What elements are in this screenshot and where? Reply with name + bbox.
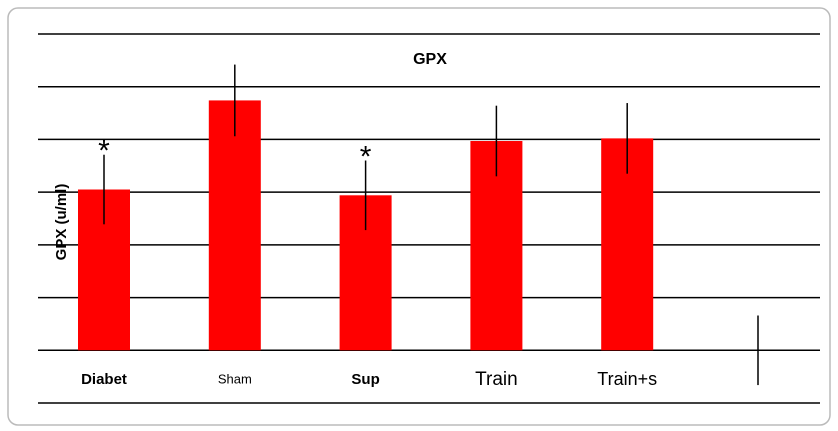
- x-tick-label: Sham: [218, 371, 252, 386]
- bar: [208, 100, 261, 351]
- x-tick-label: Train: [475, 369, 518, 390]
- chart-title: GPX: [413, 51, 447, 68]
- x-tick-label: Sup: [351, 371, 379, 388]
- y-axis-label: GPX (u/ml): [53, 184, 70, 261]
- annotation: *: [98, 135, 110, 168]
- frame: [7, 7, 831, 426]
- x-tick-label: Train+s: [597, 369, 657, 389]
- x-tick-label: Diabet: [81, 371, 127, 388]
- annotation: *: [360, 140, 372, 173]
